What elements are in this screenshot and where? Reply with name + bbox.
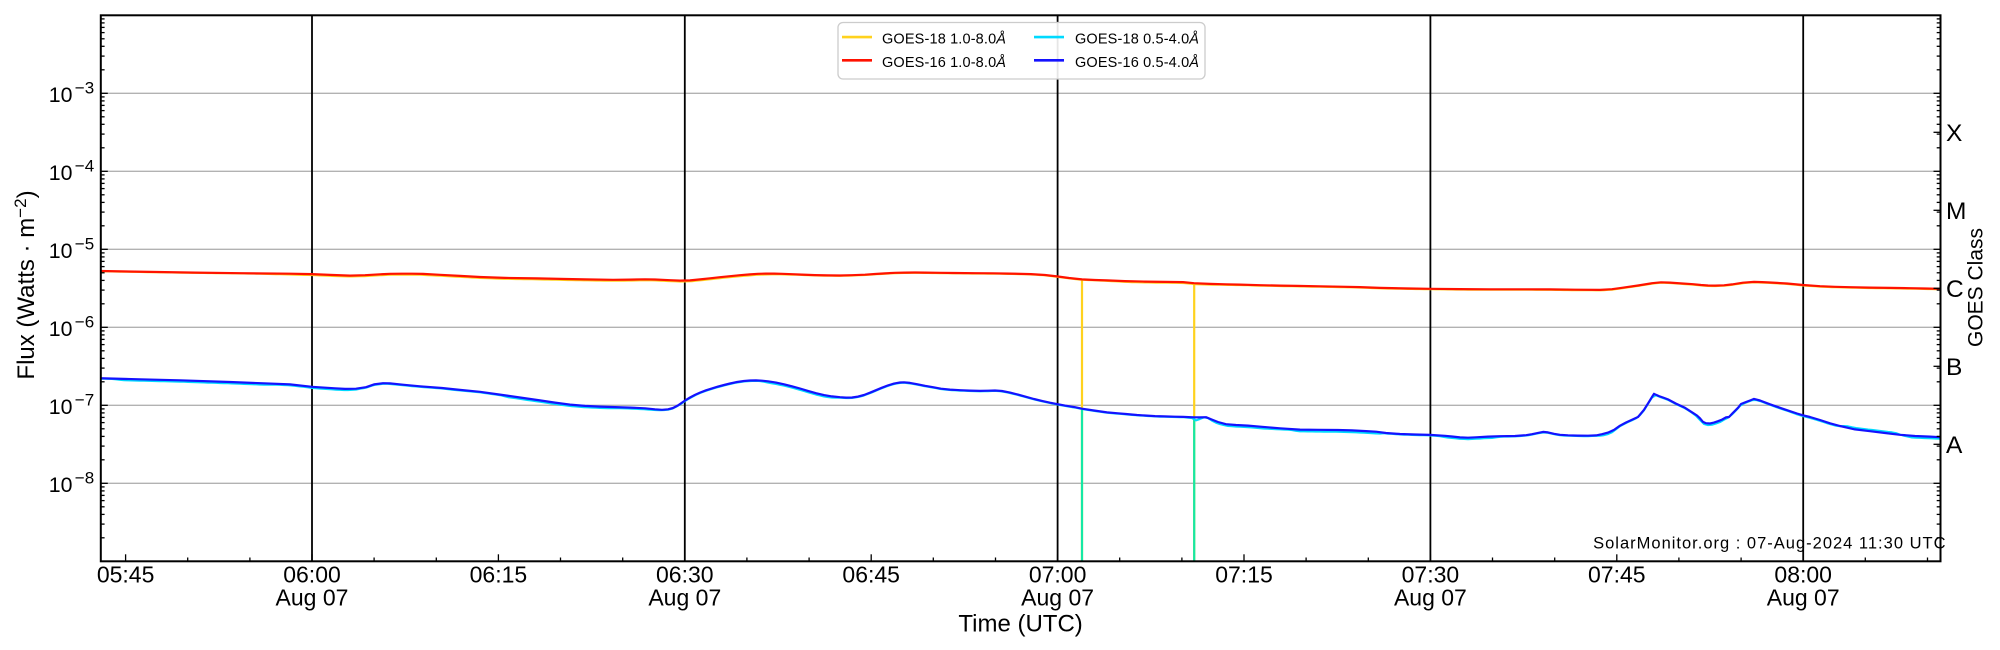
svg-text:GOES-16 1.0-8.0Å: GOES-16 1.0-8.0Å xyxy=(882,54,1006,71)
svg-text:10: 10 xyxy=(49,395,73,419)
svg-text:GOES Class: GOES Class xyxy=(1965,228,1988,347)
svg-text:−3: −3 xyxy=(75,79,94,98)
svg-text:10: 10 xyxy=(49,161,73,185)
svg-text:−8: −8 xyxy=(75,469,94,488)
svg-text:07:00: 07:00 xyxy=(1029,561,1087,587)
svg-text:05:45: 05:45 xyxy=(97,561,155,587)
svg-text:GOES-18 0.5-4.0Å: GOES-18 0.5-4.0Å xyxy=(1075,31,1199,48)
svg-text:Aug 07: Aug 07 xyxy=(276,584,349,610)
svg-text:06:45: 06:45 xyxy=(842,561,900,587)
svg-text:07:15: 07:15 xyxy=(1215,561,1273,587)
svg-text:GOES-18 1.0-8.0Å: GOES-18 1.0-8.0Å xyxy=(882,31,1006,48)
svg-text:10: 10 xyxy=(49,473,73,497)
svg-text:−6: −6 xyxy=(75,313,94,332)
svg-text:06:30: 06:30 xyxy=(656,561,714,587)
svg-text:M: M xyxy=(1946,198,1966,225)
svg-text:07:45: 07:45 xyxy=(1588,561,1646,587)
svg-text:06:15: 06:15 xyxy=(470,561,528,587)
svg-text:−7: −7 xyxy=(75,391,94,410)
svg-text:10: 10 xyxy=(49,317,73,341)
svg-text:X: X xyxy=(1946,120,1962,147)
svg-text:08:00: 08:00 xyxy=(1774,561,1832,587)
svg-text:Aug 07: Aug 07 xyxy=(648,584,721,610)
svg-text:Aug 07: Aug 07 xyxy=(1021,584,1094,610)
svg-text:A: A xyxy=(1946,432,1963,459)
svg-text:B: B xyxy=(1946,354,1962,381)
svg-text:SolarMonitor.org : 07-Aug-2024: SolarMonitor.org : 07-Aug-2024 11:30 UTC xyxy=(1593,535,1946,553)
svg-text:Aug 07: Aug 07 xyxy=(1394,584,1467,610)
svg-text:06:00: 06:00 xyxy=(283,561,341,587)
svg-text:Aug 07: Aug 07 xyxy=(1767,584,1840,610)
svg-text:C: C xyxy=(1946,276,1964,303)
svg-text:Time (UTC): Time (UTC) xyxy=(958,611,1082,638)
svg-text:GOES-16 0.5-4.0Å: GOES-16 0.5-4.0Å xyxy=(1075,54,1199,71)
svg-text:10: 10 xyxy=(49,83,73,107)
svg-text:Flux (Watts · m−2): Flux (Watts · m−2) xyxy=(11,190,40,379)
svg-text:07:30: 07:30 xyxy=(1402,561,1460,587)
svg-text:−4: −4 xyxy=(75,157,94,176)
svg-text:−5: −5 xyxy=(75,235,94,254)
svg-text:10: 10 xyxy=(49,239,73,263)
